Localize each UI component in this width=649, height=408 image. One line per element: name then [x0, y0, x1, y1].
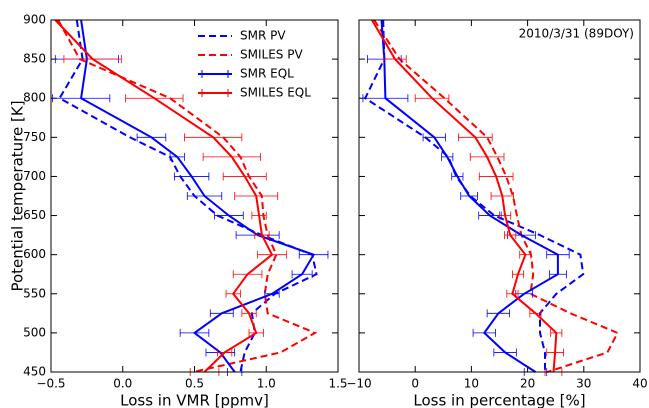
data-line [58, 19, 318, 373]
data-line [363, 19, 585, 372]
x-axis-label: Loss in percentage [%] [413, 392, 585, 408]
series [57, 19, 318, 373]
x-tick-label: 1.0 [257, 377, 276, 391]
data-line [57, 19, 318, 373]
series [54, 19, 287, 376]
plot-frame [50, 19, 339, 373]
y-tick-label: 850 [23, 52, 46, 66]
x-tick-label: 0 [411, 377, 419, 391]
series [58, 19, 318, 373]
x-tick-label: 0.0 [113, 377, 132, 391]
x-tick-label: 40 [632, 377, 647, 391]
data-line [380, 19, 559, 373]
data-line [54, 19, 274, 373]
y-tick-label: 550 [23, 286, 46, 300]
annotation: 2010/3/31 (89DOY) [519, 27, 634, 41]
y-tick-label: 600 [23, 247, 46, 261]
x-axis-label: Loss in VMR [ppmv] [120, 392, 269, 408]
x-tick-label: 30 [576, 377, 591, 391]
series [363, 19, 585, 372]
x-tick-label: 20 [520, 377, 535, 391]
series [362, 19, 570, 376]
legend-label: SMILES EQL [240, 86, 311, 100]
y-tick-label: 750 [23, 130, 46, 144]
x-tick-label: 10 [464, 377, 479, 391]
series [371, 19, 564, 376]
plot-frame [358, 19, 641, 373]
x-tick-label: 0.5 [185, 377, 204, 391]
series [373, 19, 619, 373]
y-tick-label: 800 [23, 91, 46, 105]
y-tick-label: 500 [23, 325, 46, 339]
x-tick-label: −10 [346, 377, 371, 391]
y-tick-label: 650 [23, 208, 46, 222]
y-axis-label: Potential temperature [K] [9, 100, 27, 291]
y-tick-label: 700 [23, 169, 46, 183]
data-line [371, 19, 558, 373]
x-tick-label: −0.5 [36, 377, 65, 391]
data-line [80, 19, 316, 373]
y-tick-label: 900 [23, 13, 46, 27]
legend-label: SMILES PV [240, 48, 303, 62]
data-line [373, 19, 619, 373]
legend-label: SMR EQL [240, 67, 294, 81]
y-tick-label: 450 [23, 365, 46, 379]
legend-label: SMR PV [240, 29, 286, 43]
x-tick-label: 1.5 [328, 377, 347, 391]
